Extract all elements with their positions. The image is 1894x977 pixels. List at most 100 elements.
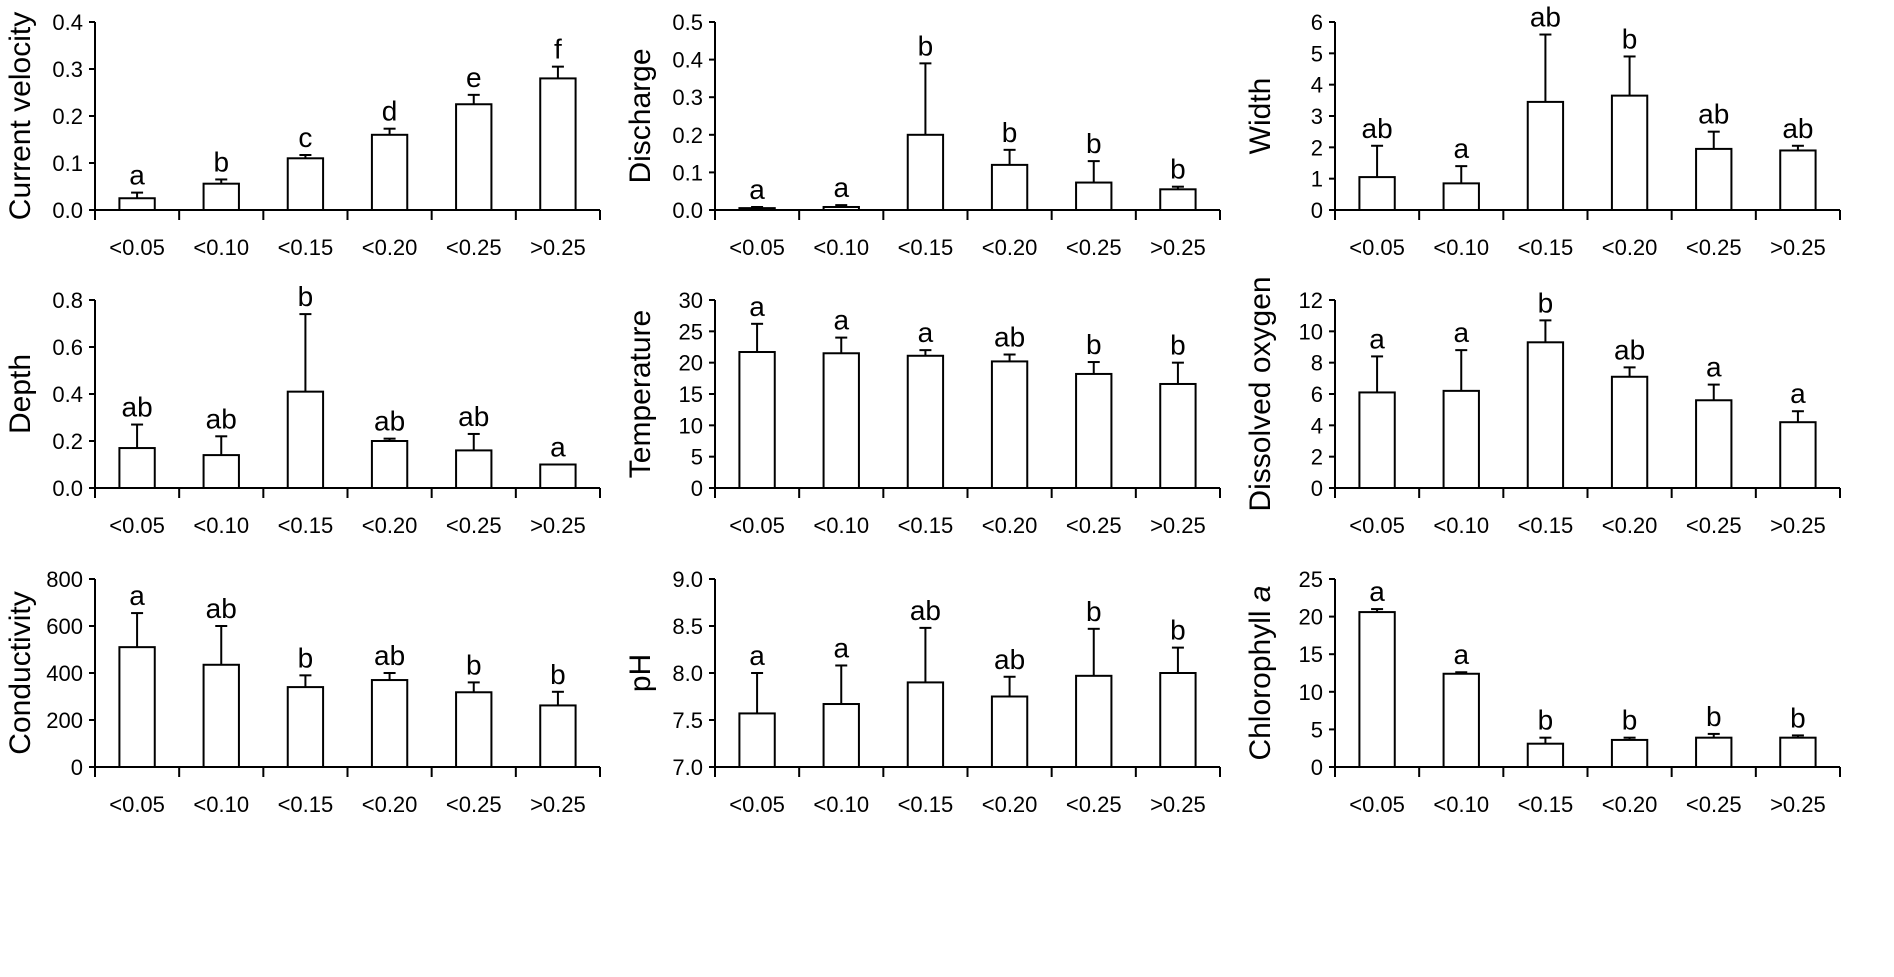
x-tick-label: <0.20	[982, 513, 1038, 538]
significance-letter: b	[1622, 23, 1638, 54]
y-tick-label: 0.4	[52, 10, 83, 35]
y-axis-label: Dissolved oxygen	[1244, 278, 1277, 512]
x-tick-label: <0.05	[729, 792, 785, 817]
bar	[1695, 399, 1733, 489]
y-tick-label: 3	[1311, 104, 1323, 129]
x-tick-label: >0.25	[1770, 513, 1826, 538]
y-axis-label-text: Chlorophyll	[1244, 610, 1277, 760]
significance-letter: a	[833, 632, 849, 663]
y-axis-label: pH	[624, 654, 657, 692]
significance-letter: b	[1706, 701, 1722, 732]
x-tick-label: <0.10	[1433, 235, 1489, 260]
x-tick-label: <0.25	[446, 792, 502, 817]
bar	[286, 157, 325, 212]
x-tick-label: <0.25	[1066, 235, 1122, 260]
y-tick-label: 0.2	[52, 104, 83, 129]
x-tick-label: <0.15	[1518, 235, 1574, 260]
y-tick-label: 8	[1311, 351, 1323, 376]
x-tick-label: <0.10	[193, 235, 249, 260]
significance-letter: a	[749, 291, 765, 322]
y-tick-label: 0.0	[52, 198, 83, 223]
x-tick-label: <0.05	[729, 235, 785, 260]
significance-letter: ab	[910, 595, 941, 626]
y-tick-label: 400	[46, 661, 83, 686]
significance-letter: a	[749, 640, 765, 671]
bar	[539, 77, 577, 212]
significance-letter: a	[1453, 133, 1469, 164]
significance-letter: b	[1170, 330, 1186, 361]
y-axis-label-text: Temperature	[624, 310, 657, 478]
y-tick-label: 6	[1311, 382, 1323, 407]
y-axis-label: Current velocity	[4, 12, 37, 220]
bar	[1442, 672, 1480, 768]
bar	[1695, 736, 1733, 768]
bar	[455, 103, 493, 211]
y-tick-label: 12	[1299, 288, 1323, 313]
significance-letter: a	[1706, 352, 1722, 383]
y-tick-label: 0.0	[672, 198, 703, 223]
bar	[286, 686, 325, 769]
y-tick-label: 0.1	[672, 160, 703, 185]
y-axis-label-text: pH	[624, 654, 657, 692]
y-axis-label: Chlorophyll a	[1244, 585, 1277, 760]
y-tick-label: 0.3	[672, 85, 703, 110]
y-tick-label: 0.4	[52, 382, 83, 407]
y-tick-label: 0	[691, 476, 703, 501]
x-tick-label: >0.25	[530, 235, 586, 260]
chart-svg: Depth 0.0 0.2 0.4 0.6 0.8 <0.05 ab <0.10 ab <0.15 b…	[4, 281, 601, 538]
y-axis-label-text: Current velocity	[4, 12, 37, 220]
x-tick-label: <0.25	[1686, 792, 1742, 817]
significance-letter: b	[918, 30, 934, 61]
bar	[118, 197, 156, 211]
chart-svg: Chlorophyll a 0 5 10 15 20 25 <0.05 a <0.10 a <0.15…	[1244, 567, 1841, 817]
y-tick-label: 20	[679, 351, 703, 376]
y-tick-label: 8.5	[672, 614, 703, 639]
y-tick-label: 0.2	[52, 429, 83, 454]
significance-letter: ab	[1530, 2, 1561, 33]
chart-svg: Discharge 0.0 0.1 0.2 0.3 0.4 0.5 <0.05 a <0.10 a <…	[624, 10, 1221, 260]
bar	[1526, 100, 1565, 211]
x-tick-label: <0.20	[362, 792, 418, 817]
bar	[1779, 736, 1817, 768]
x-tick-label: <0.05	[1349, 235, 1405, 260]
x-tick-label: <0.25	[446, 235, 502, 260]
significance-letter: b	[1538, 287, 1554, 318]
bar	[1442, 182, 1480, 212]
significance-letter: a	[1369, 576, 1385, 607]
y-tick-label: 9.0	[672, 567, 703, 592]
y-tick-label: 7.5	[672, 708, 703, 733]
y-tick-label: 4	[1311, 413, 1323, 438]
bar	[1526, 742, 1565, 769]
y-tick-label: 30	[679, 288, 703, 313]
x-tick-label: <0.15	[898, 792, 954, 817]
x-tick-label: >0.25	[530, 513, 586, 538]
significance-letter: a	[129, 160, 145, 191]
bar	[539, 463, 577, 489]
significance-letter: a	[1790, 378, 1806, 409]
x-tick-label: <0.25	[1066, 792, 1122, 817]
x-tick-label: <0.25	[1686, 235, 1742, 260]
chart-panel-discharge: Discharge 0.0 0.1 0.2 0.3 0.4 0.5 <0.05 a <0.10 a <…	[620, 0, 1250, 300]
y-tick-label: 0	[1311, 755, 1323, 780]
significance-letter: a	[1453, 317, 1469, 348]
significance-letter: a	[129, 580, 145, 611]
significance-letter: ab	[1362, 113, 1393, 144]
bar	[822, 205, 860, 212]
chart-svg: pH 7.0 7.5 8.0 8.5 9.0 <0.05 a <0.10 a <0.15 ab <0.2…	[624, 567, 1221, 817]
x-tick-label: <0.20	[1602, 513, 1658, 538]
x-tick-label: >0.25	[1150, 792, 1206, 817]
y-tick-label: 2	[1311, 445, 1323, 470]
bar	[822, 352, 860, 490]
x-tick-label: <0.15	[898, 513, 954, 538]
y-tick-label: 600	[46, 614, 83, 639]
bar	[1075, 674, 1113, 768]
bar	[370, 679, 409, 768]
x-tick-label: <0.05	[729, 513, 785, 538]
bar	[286, 390, 325, 489]
significance-letter: b	[1790, 702, 1806, 733]
bar	[202, 454, 240, 490]
x-tick-label: <0.15	[1518, 792, 1574, 817]
x-tick-label: <0.25	[1686, 513, 1742, 538]
chart-panel-current-velocity: Current velocity 0.0 0.1 0.2 0.3 0.4 <0.05 a <0.…	[0, 0, 630, 300]
significance-letter: ab	[1698, 99, 1729, 130]
